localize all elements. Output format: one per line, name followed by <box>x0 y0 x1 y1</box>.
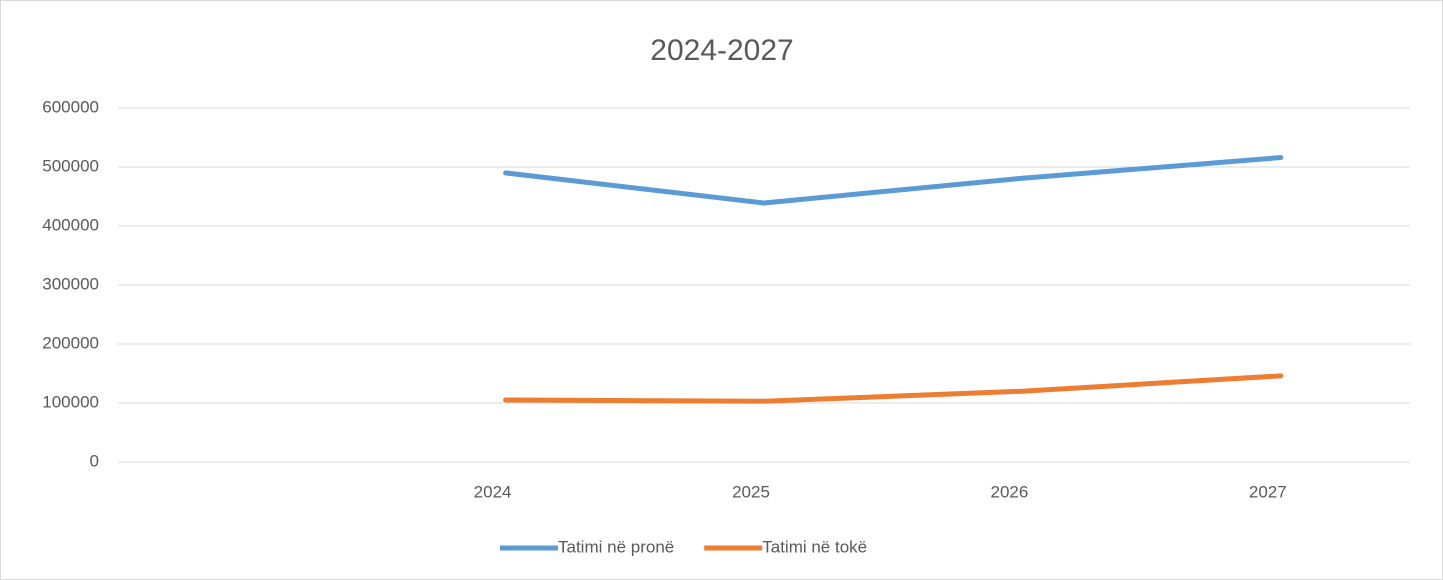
series-line <box>503 373 1284 404</box>
x-tick-label: 2027 <box>1249 482 1287 501</box>
y-tick-label: 400000 <box>42 215 99 234</box>
legend-label: Tatimi në pronë <box>558 537 674 556</box>
y-tick-label: 200000 <box>42 333 99 352</box>
y-tick-label: 100000 <box>42 392 99 411</box>
series-line <box>503 155 1284 206</box>
x-tick-label: 2026 <box>990 482 1028 501</box>
legend-label: Tatimi në tokë <box>762 537 867 556</box>
y-tick-label: 300000 <box>42 274 99 293</box>
x-tick-label: 2025 <box>732 482 770 501</box>
y-tick-label: 500000 <box>42 156 99 175</box>
x-tick-label: 2024 <box>474 482 512 501</box>
y-tick-label: 600000 <box>42 97 99 116</box>
chart-title: 2024-2027 <box>650 34 793 67</box>
y-tick-label: 0 <box>90 451 99 470</box>
